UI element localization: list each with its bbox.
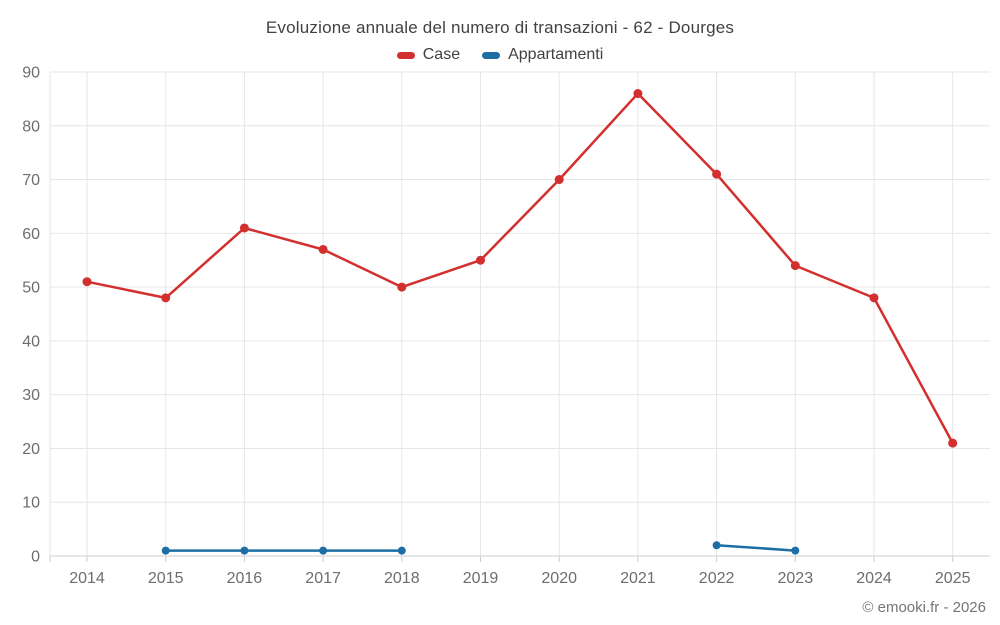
- y-axis-label: 50: [22, 280, 40, 297]
- data-point-appartamenti[interactable]: [712, 541, 721, 550]
- data-point-case[interactable]: [161, 293, 171, 303]
- x-axis-label: 2014: [69, 570, 105, 587]
- x-axis-label: 2021: [620, 570, 656, 587]
- x-axis-label: 2018: [384, 570, 420, 587]
- data-point-case[interactable]: [318, 244, 328, 254]
- legend: Case Appartamenti: [0, 46, 1000, 64]
- data-point-appartamenti[interactable]: [791, 546, 800, 555]
- y-axis-label: 70: [22, 172, 40, 189]
- data-point-case[interactable]: [239, 223, 249, 233]
- y-axis-label: 90: [22, 65, 40, 82]
- chart-title: Evoluzione annuale del numero di transaz…: [265, 18, 735, 37]
- data-point-case[interactable]: [790, 261, 800, 271]
- x-axis-label: 2024: [856, 570, 892, 587]
- appartamenti-series-swatch: [482, 51, 501, 59]
- x-axis-label: 2015: [148, 570, 184, 587]
- y-axis-label: 20: [22, 441, 40, 458]
- x-axis-label: 2020: [541, 570, 577, 587]
- legend-label-case: Case: [422, 46, 461, 63]
- x-axis-label: 2019: [463, 570, 499, 587]
- data-point-case[interactable]: [633, 89, 643, 99]
- data-point-appartamenti[interactable]: [319, 546, 328, 555]
- x-axis-label: 2017: [305, 570, 341, 587]
- data-point-case[interactable]: [82, 277, 92, 287]
- legend-item-case[interactable]: Case: [396, 46, 461, 64]
- y-axis-label: 40: [22, 333, 40, 350]
- data-point-case[interactable]: [712, 169, 722, 179]
- data-point-appartamenti[interactable]: [161, 546, 170, 555]
- x-axis-label: 2023: [778, 570, 814, 587]
- y-axis-label: 80: [22, 118, 40, 135]
- series-line-appartamenti[interactable]: [164, 543, 797, 552]
- data-point-case[interactable]: [397, 282, 407, 292]
- x-axis-label: 2022: [699, 570, 735, 587]
- y-axis-label: 30: [22, 387, 40, 404]
- series-line-case[interactable]: [85, 92, 954, 445]
- legend-label-appartamenti: Appartamenti: [508, 46, 604, 63]
- case-series-swatch: [396, 51, 415, 59]
- copyright-text: © emooki.fr - 2026: [862, 599, 986, 616]
- data-point-case[interactable]: [554, 175, 564, 185]
- data-point-case[interactable]: [948, 438, 958, 448]
- x-axis-label: 2016: [227, 570, 263, 587]
- y-axis-label: 60: [22, 226, 40, 243]
- data-point-appartamenti[interactable]: [397, 546, 406, 555]
- data-point-case[interactable]: [869, 293, 879, 303]
- legend-item-appartamenti[interactable]: Appartamenti: [482, 46, 603, 64]
- data-point-case[interactable]: [476, 255, 485, 265]
- y-axis-label: 10: [22, 495, 40, 512]
- x-axis-label: 2025: [935, 570, 971, 587]
- data-point-appartamenti[interactable]: [240, 546, 249, 555]
- y-axis-label: 0: [31, 549, 40, 566]
